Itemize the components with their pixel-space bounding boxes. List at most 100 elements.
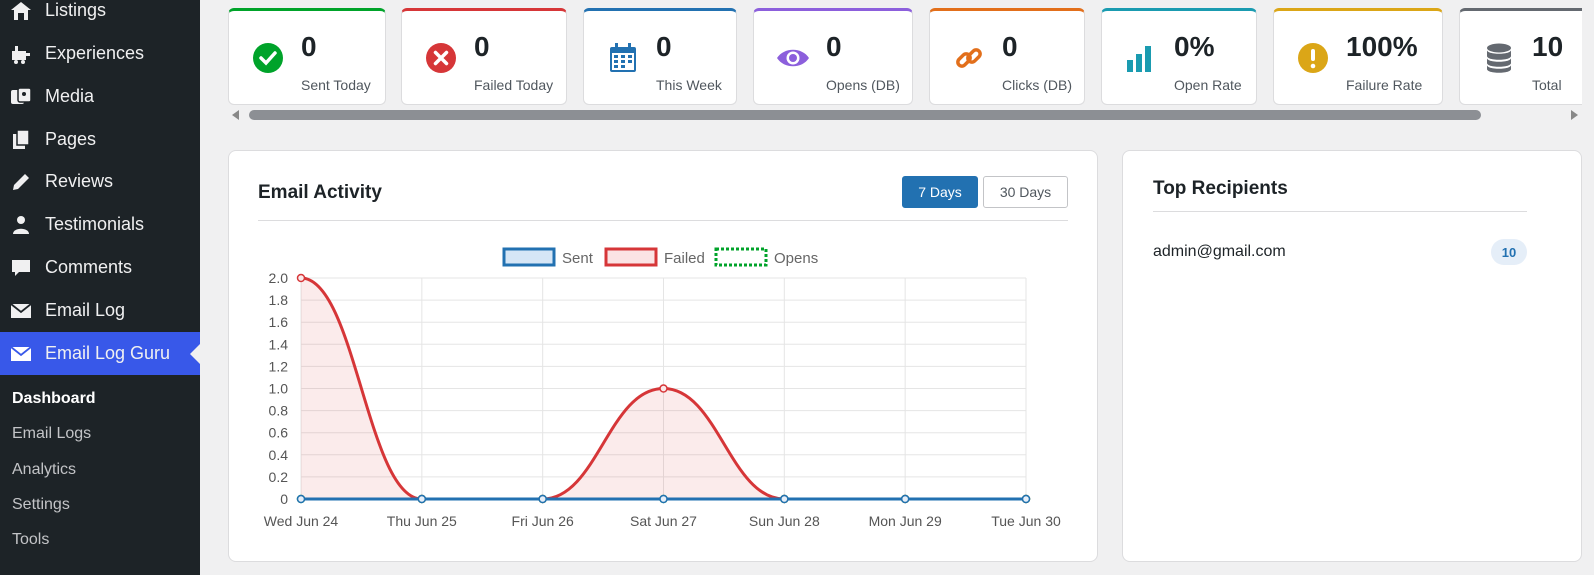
y-tick-label: 2.0 <box>269 270 289 286</box>
sidebar-item-email-log-guru[interactable]: Email Log Guru <box>0 332 200 375</box>
y-tick-label: 1.4 <box>269 336 289 352</box>
stat-value: 10 <box>1532 31 1564 62</box>
legend-label-failed: Failed <box>664 250 705 267</box>
stat-label: Failed Today <box>474 77 554 93</box>
stat-card-opens: 0 Opens (DB) <box>753 8 913 105</box>
reviews-icon <box>10 171 32 193</box>
pages-icon <box>10 128 32 151</box>
stat-value: 0 <box>826 31 842 62</box>
sidebar-item-listings[interactable]: Listings <box>0 0 200 32</box>
email-activity-title: Email Activity <box>258 182 382 203</box>
recipient-count-badge: 10 <box>1491 239 1527 265</box>
stat-card-sent-today: 0 Sent Today <box>228 8 386 105</box>
legend-label-opens: Opens <box>774 250 818 267</box>
stat-card-clicks: 0 Clicks (DB) <box>929 8 1085 105</box>
email-icon <box>10 343 32 365</box>
scrollbar-thumb[interactable] <box>249 110 1481 120</box>
submenu-item-email-logs[interactable]: Email Logs <box>12 425 92 442</box>
top-recipients-panel: Top Recipients admin@gmail.com 10 <box>1122 150 1582 562</box>
range-30-days-button[interactable]: 30 Days <box>983 176 1068 208</box>
legend-swatch-failed <box>604 247 658 267</box>
y-tick-label: 0 <box>280 491 288 507</box>
failed-data-point <box>659 384 668 393</box>
sidebar-item-media[interactable]: Media <box>0 75 200 118</box>
stat-label: Open Rate <box>1174 77 1242 93</box>
admin-sidebar: Listings Experiences Media Pages Reviews… <box>0 0 200 575</box>
submenu-item-dashboard[interactable]: Dashboard <box>12 390 96 407</box>
exclamation-icon <box>1296 41 1330 75</box>
sidebar-item-label: Media <box>45 86 95 106</box>
submenu-item-settings[interactable]: Settings <box>12 496 70 513</box>
x-tick-label: Sun Jun 28 <box>749 513 820 529</box>
sidebar-item-experiences[interactable]: Experiences <box>0 32 200 75</box>
media-icon <box>10 86 32 108</box>
sent-data-point <box>417 494 427 504</box>
stat-label: Opens (DB) <box>826 77 900 93</box>
cards-horizontal-scrollbar[interactable] <box>228 107 1582 123</box>
sidebar-item-label: Email Log <box>45 300 126 320</box>
sidebar-item-comments[interactable]: Comments <box>0 246 200 289</box>
x-tick-label: Tue Jun 30 <box>991 513 1061 529</box>
submenu-item-analytics[interactable]: Analytics <box>12 461 77 478</box>
stat-label: Clicks (DB) <box>1002 77 1072 93</box>
top-recipients-title: Top Recipients <box>1153 178 1288 199</box>
stat-label: Total <box>1532 77 1562 93</box>
scroll-left-arrow-icon[interactable] <box>232 110 239 120</box>
failed-data-point <box>296 273 306 283</box>
sidebar-item-label: Email Log Guru <box>45 343 171 363</box>
stat-value: 100% <box>1346 31 1418 62</box>
panel-divider <box>1153 211 1527 212</box>
sent-data-point <box>780 494 789 504</box>
x-tick-label: Sat Jun 27 <box>630 513 697 529</box>
y-tick-label: 1.0 <box>269 381 289 397</box>
submenu-item-tools[interactable]: Tools <box>12 531 50 548</box>
y-tick-label: 1.6 <box>269 314 289 330</box>
sent-data-point <box>296 494 306 504</box>
sidebar-item-label: Experiences <box>45 43 145 63</box>
legend-swatch-sent <box>502 247 556 267</box>
sent-data-point <box>538 494 547 504</box>
y-tick-label: 0.4 <box>269 447 289 463</box>
x-tick-label: Thu Jun 25 <box>387 513 457 529</box>
eye-icon <box>776 41 810 75</box>
y-tick-label: 0.2 <box>269 469 289 485</box>
sidebar-item-email-log[interactable]: Email Log <box>0 289 200 332</box>
sent-data-point <box>900 494 910 504</box>
recipient-row[interactable]: admin@gmail.com 10 <box>1153 239 1527 267</box>
stat-card-failed-today: 0 Failed Today <box>401 8 567 105</box>
listings-icon <box>10 0 32 22</box>
sidebar-item-label: Pages <box>45 129 97 149</box>
sidebar-item-label: Listings <box>45 0 107 20</box>
link-icon <box>952 41 986 75</box>
scroll-right-arrow-icon[interactable] <box>1571 110 1578 120</box>
sent-data-point <box>1021 494 1031 504</box>
x-tick-label: Wed Jun 24 <box>264 513 339 529</box>
stat-label: Sent Today <box>301 77 371 93</box>
range-7-days-button[interactable]: 7 Days <box>902 176 978 208</box>
email-activity-chart: 0 0.2 0.4 0.6 0.8 1.0 1.2 1.4 1.6 1.8 2.0 Wed Jun 2… <box>264 247 1061 529</box>
stat-label: This Week <box>656 77 722 93</box>
sidebar-item-label: Testimonials <box>45 214 145 234</box>
database-icon <box>1482 41 1516 75</box>
stat-card-this-week: 0 This Week <box>583 8 737 105</box>
sidebar-item-reviews[interactable]: Reviews <box>0 160 200 203</box>
stat-card-open-rate: 0% Open Rate <box>1101 8 1257 105</box>
sidebar-item-pages[interactable]: Pages <box>0 118 200 161</box>
sidebar-item-testimonials[interactable]: Testimonials <box>0 203 200 246</box>
stat-value: 0 <box>1002 31 1018 62</box>
y-tick-label: 1.8 <box>269 292 289 308</box>
legend-swatch-opens <box>714 247 768 267</box>
x-tick-label: Mon Jun 29 <box>869 513 942 529</box>
y-tick-label: 0.8 <box>269 403 289 419</box>
x-circle-icon <box>424 41 458 75</box>
stat-card-failure-rate: 100% Failure Rate <box>1273 8 1443 105</box>
x-tick-label: Fri Jun 26 <box>512 513 574 529</box>
testimonials-icon <box>10 214 32 236</box>
sidebar-submenu: Dashboard Email Logs Analytics Settings … <box>0 380 200 575</box>
stat-card-total: 10 Total <box>1459 8 1582 105</box>
y-tick-label: 1.2 <box>269 358 289 374</box>
stat-value: 0 <box>656 31 672 62</box>
email-icon <box>10 300 32 322</box>
stat-cards-strip: 0 Sent Today 0 Failed Today 0 This Week … <box>228 0 1582 110</box>
legend-label-sent: Sent <box>562 250 594 267</box>
